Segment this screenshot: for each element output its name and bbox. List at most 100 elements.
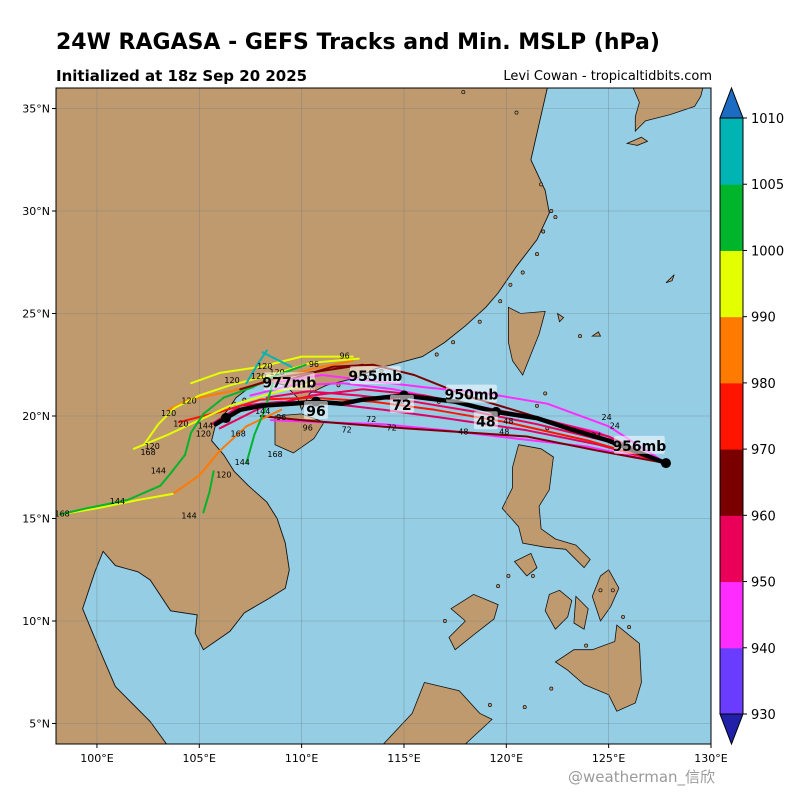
island [382, 682, 493, 744]
colorbar-bin [720, 581, 743, 649]
forecast-hour-label: 24 [602, 413, 612, 422]
forecast-hour-label: 96 [309, 360, 319, 369]
lon-tick-label: 130°E [694, 752, 727, 765]
svg-text:977mb: 977mb [262, 375, 316, 391]
forecast-hour-label: 96 [276, 413, 286, 422]
small-island [461, 90, 466, 95]
lat-tick-label: 10°N [22, 615, 50, 628]
small-island [553, 215, 558, 220]
forecast-hour-label: 48 [503, 417, 513, 426]
small-island [541, 229, 546, 234]
min-pressure-label: 955mb [348, 366, 402, 385]
forecast-hour-label: 144 [110, 497, 125, 506]
land-layer [56, 88, 711, 744]
small-island [598, 588, 603, 593]
forecast-hour-label: 168 [231, 430, 246, 439]
colorbar-bin [720, 449, 743, 516]
pressure-colorbar: 930 940 950 960 970 980 990 1000 1005 1010 [719, 86, 784, 746]
island [556, 312, 565, 323]
island [544, 589, 573, 630]
ensemble-track [210, 400, 667, 465]
forecast-hour-label: 24 [591, 432, 601, 441]
forecast-hour-label: 120 [161, 409, 176, 418]
lon-tick-label: 100°E [80, 752, 113, 765]
watermark: @weatherman_信欣 [568, 768, 716, 786]
map-axes: 100°E 105°E 110°E 115°E 120°E 125°E 130°E 5°N 10… [22, 103, 728, 766]
svg-text:956mb: 956mb [612, 439, 666, 455]
forecast-hour-label: 144 [235, 458, 250, 467]
lon-tick-label: 120°E [490, 752, 523, 765]
lon-tick-label: 125°E [592, 752, 625, 765]
forecast-hour-label: 144 [255, 407, 270, 416]
forecast-hour-label: 72 [342, 425, 352, 434]
ensemble-track [261, 351, 293, 368]
ensemble-track [245, 349, 268, 385]
forecast-hour-label: 144 [151, 466, 166, 475]
ensemble-track [59, 492, 174, 516]
island [448, 593, 499, 651]
lat-tick-label: 5°N [29, 718, 50, 731]
small-island [549, 686, 554, 691]
ensemble-track [245, 382, 274, 465]
forecast-hour-label: 144 [181, 512, 196, 521]
ensemble-track [59, 453, 186, 516]
colorbar-tick-label: 1000 [751, 244, 784, 259]
forecast-hour-label: 168 [55, 509, 70, 518]
small-island [621, 614, 625, 619]
forecast-hour-label: 120 [196, 430, 211, 439]
island [591, 331, 602, 337]
forecast-hour-label: 48 [458, 427, 468, 436]
colorbar-tick-label: 940 [751, 642, 776, 657]
min-pressure-label: 977mb [262, 372, 316, 391]
colorbar-bin [720, 184, 743, 251]
island [665, 274, 675, 284]
min-pressure-label: 956mb [612, 435, 666, 455]
small-island [487, 703, 492, 707]
colorbar-tick-label: 1010 [751, 112, 784, 127]
colorbar-tick-label: 1005 [751, 178, 784, 193]
ensemble-track [190, 355, 354, 385]
forecast-hour-label: 168 [140, 448, 155, 457]
forecast-hour-label: 96 [340, 352, 350, 361]
colorbar-bin [720, 382, 743, 450]
forecast-hour-label: 168 [267, 450, 282, 459]
lat-tick-label: 15°N [22, 513, 50, 526]
forecast-hour-label: 24 [610, 421, 620, 430]
svg-text:955mb: 955mb [348, 369, 402, 385]
ensemble-track [171, 408, 283, 495]
author-credit: Levi Cowan - tropicaltidbits.com [503, 69, 712, 84]
colorbar-tick-label: 960 [751, 509, 776, 524]
svg-text:72: 72 [392, 398, 411, 414]
lat-lon-grid [56, 88, 711, 744]
forecast-hour-label: 120 [224, 376, 239, 385]
small-island [584, 643, 589, 648]
colorbar-tick-label: 970 [751, 443, 776, 458]
small-island [508, 282, 513, 287]
forecast-hour-label: 120 [251, 372, 266, 381]
island [554, 624, 642, 712]
colorbar-bin [720, 647, 743, 715]
chart-subtitle: Initialized at 18z Sep 20 2025 [56, 67, 308, 85]
island [507, 306, 546, 376]
small-island [530, 573, 535, 578]
lon-tick-label: 115°E [387, 752, 420, 765]
lat-tick-label: 35°N [22, 103, 50, 116]
mean-track-line [213, 393, 669, 466]
island [625, 136, 649, 146]
landmass [56, 88, 550, 744]
svg-text:96: 96 [306, 404, 325, 420]
track-labels: 9696120120120120120120120120120120144144… [55, 352, 666, 521]
forecast-hour-label: 72 [387, 423, 397, 432]
colorbar-tick-label: 950 [751, 576, 776, 591]
small-island [434, 352, 439, 357]
colorbar-bin [720, 118, 743, 185]
small-island [498, 299, 503, 304]
forecast-hour-label: 120 [216, 471, 231, 480]
small-island [514, 110, 519, 115]
small-island [578, 334, 582, 339]
small-island [520, 270, 525, 275]
min-pressure-label: 950mb [445, 384, 498, 404]
colorbar-high-extend [719, 86, 744, 119]
forecast-hour-label: 96 [303, 423, 313, 432]
ensemble-track [132, 382, 313, 450]
